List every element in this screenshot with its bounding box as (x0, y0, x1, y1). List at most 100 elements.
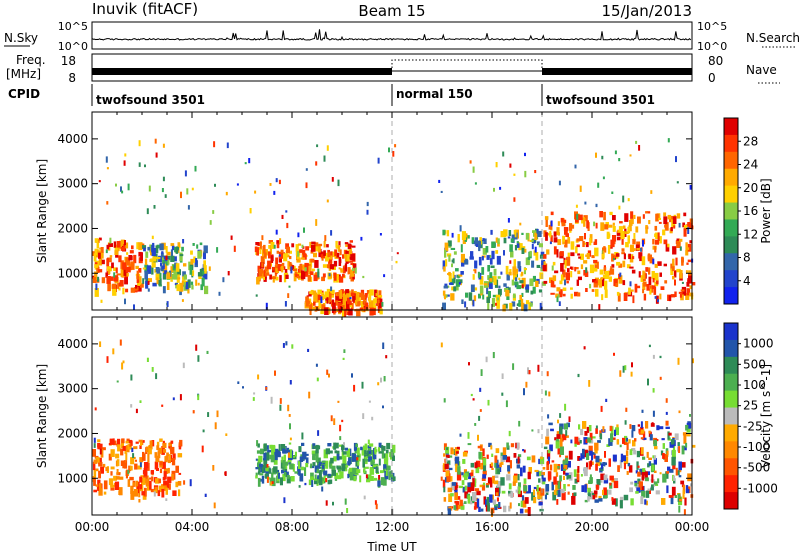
heatmap-cell (491, 241, 496, 248)
heatmap-cell (181, 299, 184, 302)
heatmap-cell (493, 187, 495, 192)
heatmap-cell (629, 424, 632, 429)
heatmap-cell (162, 143, 165, 148)
heatmap-cell (166, 251, 171, 256)
heatmap-cell (151, 476, 154, 482)
heatmap-cell (192, 243, 195, 246)
heatmap-cell (675, 156, 677, 163)
heatmap-cell (556, 499, 559, 505)
heatmap-cell (309, 291, 313, 295)
heatmap-cell (461, 480, 465, 485)
heatmap-cell (554, 270, 559, 274)
heatmap-cell (330, 475, 333, 478)
heatmap-cell (460, 244, 463, 253)
heatmap-cell (341, 463, 346, 472)
heatmap-cell (470, 251, 474, 259)
heatmap-cell (648, 430, 651, 434)
heatmap-cell (113, 275, 119, 282)
heatmap-cell (179, 252, 183, 262)
heatmap-cell (285, 341, 288, 346)
x-tick-label: 20:00 (575, 520, 610, 534)
heatmap-cell (485, 356, 488, 363)
heatmap-cell (339, 276, 344, 283)
heatmap-cell (617, 293, 621, 302)
heatmap-cell (640, 275, 644, 282)
heatmap-cell (162, 260, 166, 264)
heatmap-cell (613, 352, 615, 356)
heatmap-cell (560, 217, 564, 223)
heatmap-cell (318, 471, 322, 480)
heatmap-cell (166, 452, 169, 457)
heatmap-cell (343, 265, 346, 268)
heatmap-cell (313, 274, 318, 282)
heatmap-cell (627, 198, 630, 202)
heatmap-cell (261, 464, 265, 474)
heatmap-cell (116, 380, 119, 383)
heatmap-cell (454, 286, 459, 291)
heatmap-cell (331, 293, 335, 298)
heatmap-cell (269, 454, 272, 460)
heatmap-cell (688, 222, 693, 229)
heatmap-cell (142, 278, 145, 284)
heatmap-cell (335, 300, 339, 306)
heatmap-cell (378, 451, 383, 454)
heatmap-cell (444, 458, 447, 463)
heatmap-cell (185, 281, 189, 288)
heatmap-cell (639, 468, 644, 475)
heatmap-cell (481, 477, 486, 481)
heatmap-cell (583, 260, 588, 264)
heatmap-cell (626, 442, 629, 450)
heatmap-cell (388, 471, 391, 481)
heatmap-cell (298, 460, 301, 469)
heatmap-cell (282, 343, 285, 348)
heatmap-cell (560, 263, 564, 272)
heatmap-cell (349, 300, 352, 307)
heatmap-cell (122, 262, 126, 270)
heatmap-cell (279, 398, 282, 404)
heatmap-cell (544, 494, 547, 500)
heatmap-cell (584, 431, 588, 436)
heatmap-cell (459, 433, 462, 437)
heatmap-cell (679, 270, 683, 279)
heatmap-cell (594, 239, 598, 245)
heatmap-cell (345, 244, 349, 247)
heatmap-cell (475, 497, 478, 501)
heatmap-cell (115, 267, 118, 274)
freq-trace (92, 59, 692, 75)
heatmap-cell (343, 349, 346, 353)
heatmap-cell (519, 280, 524, 284)
heatmap-cell (670, 294, 676, 298)
heatmap-cell (113, 475, 117, 481)
heatmap-cell (461, 299, 464, 304)
heatmap-cell (581, 485, 585, 492)
heatmap-cell (669, 468, 674, 473)
colorbar-tick-label: 500 (743, 357, 766, 371)
heatmap-cell (555, 293, 559, 298)
heatmap-cell (233, 245, 236, 252)
heatmap-cell (547, 449, 551, 454)
heatmap-cell (348, 290, 351, 295)
freq-unit: [MHz] (6, 67, 41, 81)
heatmap-cell (659, 376, 662, 380)
heatmap-cell (640, 421, 643, 428)
heatmap-cell (616, 236, 621, 241)
heatmap-cell (283, 466, 286, 471)
heatmap-cell (170, 440, 174, 444)
heatmap-cell (573, 469, 577, 477)
heatmap-cell (557, 419, 559, 424)
heatmap-cell (317, 430, 320, 436)
heatmap-cell (464, 473, 468, 481)
heatmap-cell (673, 225, 676, 229)
heatmap-cell (665, 420, 669, 426)
heatmap-cell (600, 405, 603, 412)
power-heatmap-cells (92, 112, 696, 318)
heatmap-cell (323, 241, 326, 248)
heatmap-cell (678, 461, 682, 471)
heatmap-cell (577, 270, 581, 275)
heatmap-cell (600, 480, 603, 483)
heatmap-cell (577, 276, 582, 281)
heatmap-cell (479, 276, 484, 285)
heatmap-cell (651, 465, 655, 471)
heatmap-cell (172, 453, 176, 460)
